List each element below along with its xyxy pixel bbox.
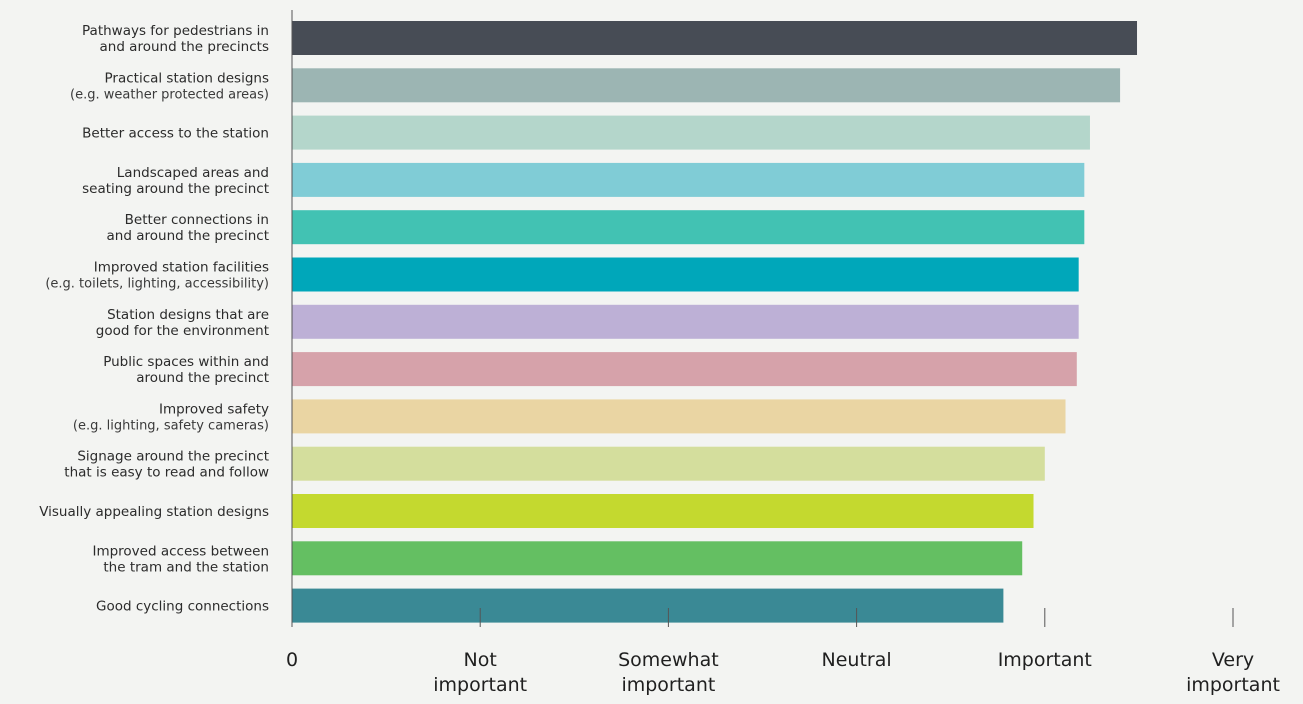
category-label-2: Better access to the station [82,126,269,142]
bar-12 [292,588,1004,623]
bar-1 [292,68,1121,103]
bar-3 [292,162,1085,197]
category-label-line: Pathways for pedestrians in [82,23,269,39]
category-label-line: Improved station facilities [94,260,269,276]
category-label-line: Landscaped areas and [117,165,269,181]
bar-10 [292,494,1034,528]
x-tick-label-line: Neutral [822,649,892,671]
category-label-line: seating around the precinct [82,181,269,197]
bar-4 [292,210,1085,245]
bar-7 [292,352,1077,387]
category-label-line: the tram and the station [103,559,269,575]
category-label-line: and around the precinct [107,228,269,244]
category-label-line: Public spaces within and [103,354,269,370]
x-tick-label-line: important [1186,674,1280,696]
category-label-4: Better connections in and around the prec… [107,212,269,244]
x-tick-label-1: Not important [433,649,527,696]
category-label-line: around the precinct [136,370,269,386]
x-tick-label-3: Neutral [822,649,892,671]
category-label-6: Station designs that are good for the env… [96,307,269,339]
bar-8 [292,399,1066,434]
category-label-line: Station designs that are [107,307,269,323]
category-label-1: Practical station designs (e.g. weather p… [70,70,269,102]
x-tick-label-line: important [621,674,715,696]
bar-2 [292,115,1090,150]
x-tick-label-5: Very important [1186,649,1280,696]
x-tick-label-line: Somewhat [618,649,719,671]
category-label-line: (e.g. lighting, safety cameras) [73,418,269,433]
category-label-9: Signage around the precinct that is easy … [64,449,269,481]
bar-11 [292,541,1023,576]
category-label-line: Visually appealing station designs [39,504,269,520]
category-label-3: Landscaped areas and seating around the p… [82,165,269,197]
category-label-8: Improved safety (e.g. lighting, safety ca… [73,401,269,433]
category-labels: Pathways for pedestrians in and around th… [39,23,269,615]
category-label-0: Pathways for pedestrians in and around th… [82,23,269,55]
category-label-line: Improved safety [159,401,269,417]
bar-5 [292,257,1079,292]
x-tick-label-4: Important [998,649,1092,671]
category-label-line: Better access to the station [82,126,269,142]
x-tick-label-line: 0 [286,649,298,671]
x-tick-label-line: Not [464,649,497,671]
category-label-line: Improved access between [92,543,269,559]
category-label-12: Good cycling connections [96,599,269,615]
category-label-line: and around the precincts [99,39,269,55]
category-label-7: Public spaces within and around the preci… [103,354,269,386]
x-tick-label-0: 0 [286,649,298,671]
bar-6 [292,304,1079,339]
category-label-line: Better connections in [125,212,269,228]
bars-layer [292,21,1138,623]
category-label-line: good for the environment [96,323,269,339]
category-label-line: (e.g. toilets, lighting, accessibility) [45,277,269,292]
category-label-line: Signage around the precinct [77,449,269,465]
x-tick-label-line: important [433,674,527,696]
bar-9 [292,446,1045,481]
category-label-11: Improved access between the tram and the … [92,543,269,575]
x-axis: 0 Not important Somewhat important Neutral Imp… [286,10,1280,696]
category-label-5: Improved station facilities (e.g. toilets… [45,260,269,292]
x-tick-label-2: Somewhat important [618,649,719,696]
category-label-line: Practical station designs [105,70,270,86]
category-label-line: (e.g. weather protected areas) [70,87,269,102]
category-label-10: Visually appealing station designs [39,504,269,520]
x-tick-label-line: Important [998,649,1092,671]
x-tick-label-line: Very [1212,649,1254,671]
category-label-line: that is easy to read and follow [64,465,269,481]
category-label-line: Good cycling connections [96,599,269,615]
bar-0 [292,21,1138,55]
